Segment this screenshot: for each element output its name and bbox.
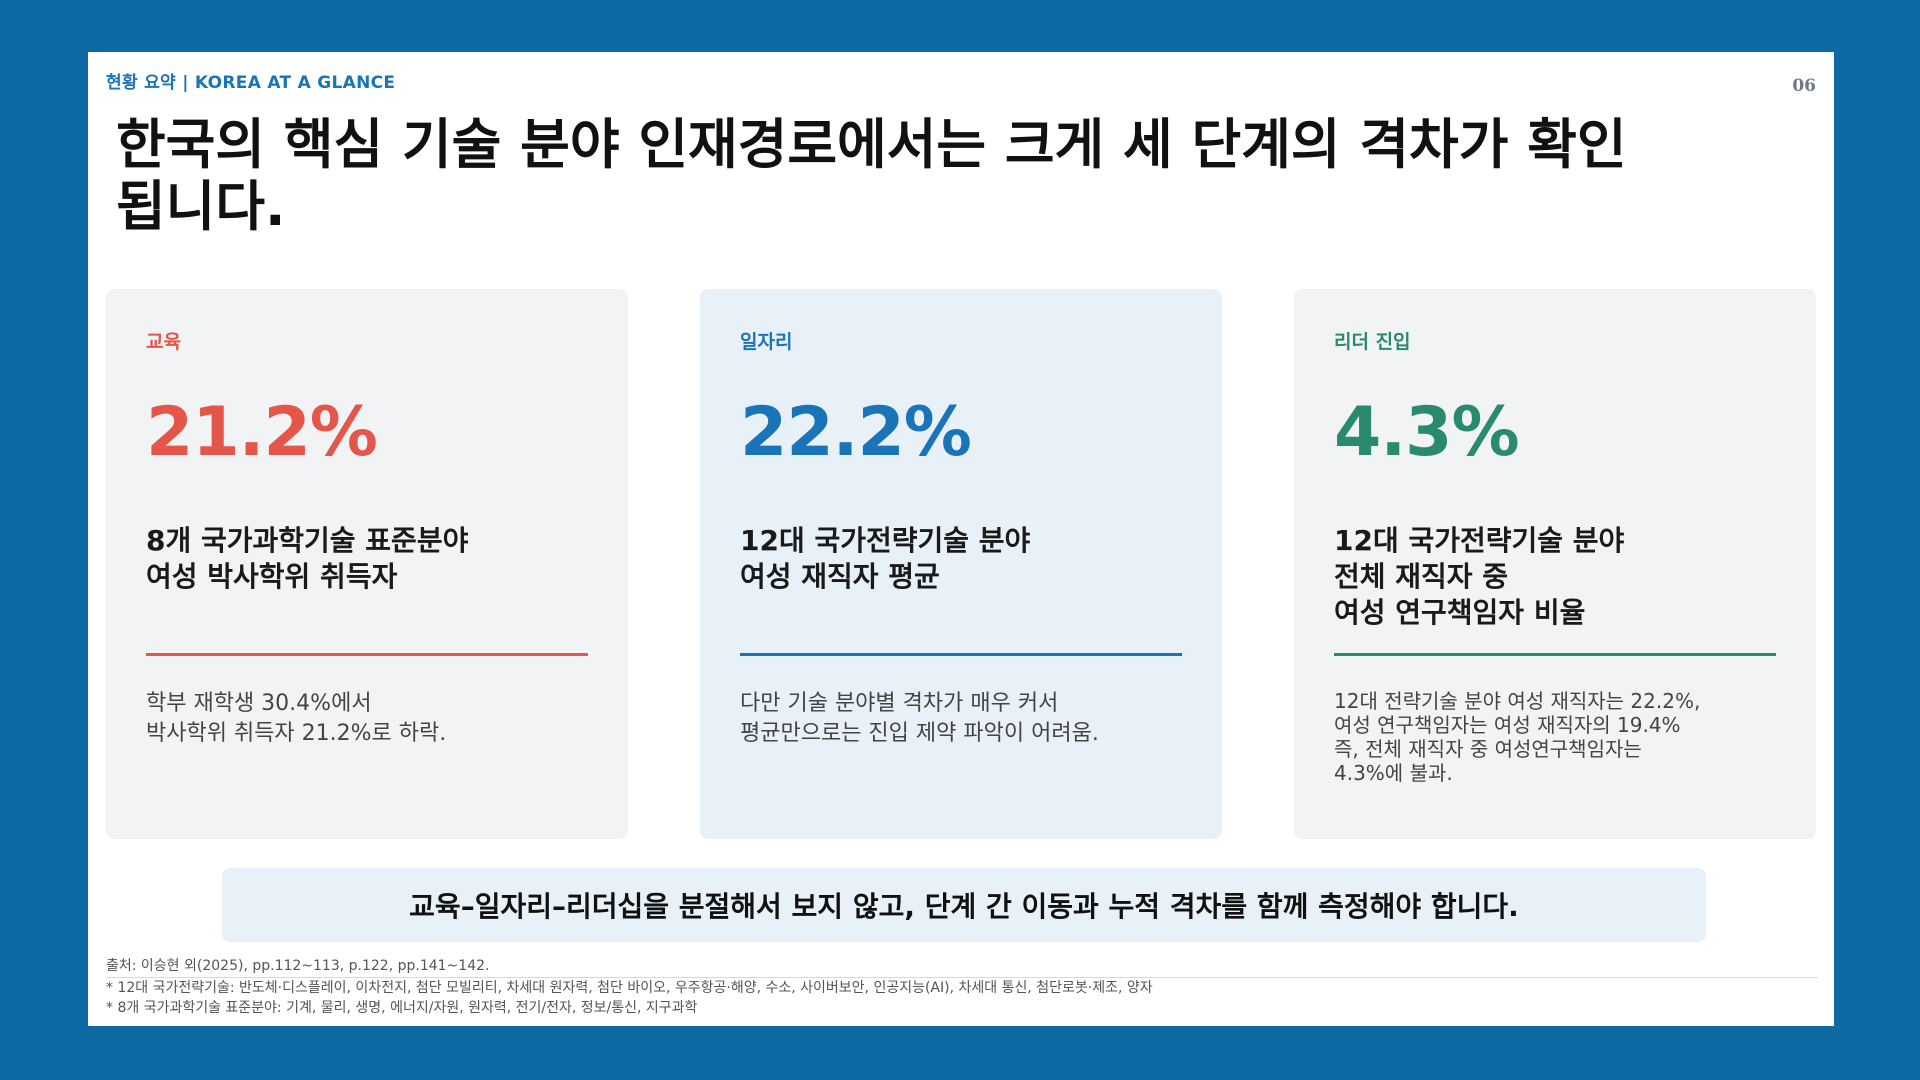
card-description: 학부 재학생 30.4%에서 박사학위 취득자 21.2%로 하락. — [146, 691, 447, 746]
footer-notes: 출처: 이승현 외(2025), pp.112~113, p.122, pp.1… — [106, 956, 1818, 1018]
card-headline: 12대 국가전략기술 분야 전체 재직자 중 여성 연구책임자 비율 — [1334, 524, 1625, 629]
stat-card-jobs: 일자리 22.2% 12대 국가전략기술 분야 여성 재직자 평균 다만 기술 … — [700, 289, 1222, 839]
card-value: 4.3% — [1334, 393, 1520, 472]
card-divider — [740, 653, 1182, 656]
section-kicker: 현황 요약 | KOREA AT A GLANCE — [106, 73, 396, 93]
footnote-strategic-tech: * 12대 국가전략기술: 반도체·디스플레이, 이차전지, 첨단 모빌리티, … — [106, 980, 1153, 996]
card-value: 21.2% — [146, 393, 378, 472]
card-description: 12대 전략기술 분야 여성 재직자는 22.2%, 여성 연구책임자는 여성 … — [1334, 689, 1701, 785]
slide: 현황 요약 | KOREA AT A GLANCE 06 한국의 핵심 기술 분… — [88, 52, 1834, 1026]
stat-card-leadership: 리더 진입 4.3% 12대 국가전략기술 분야 전체 재직자 중 여성 연구책… — [1294, 289, 1816, 839]
card-label: 일자리 — [740, 331, 793, 353]
key-message-banner: 교육–일자리–리더십을 분절해서 보지 않고, 단계 간 이동과 누적 격차를 … — [222, 868, 1706, 942]
card-headline: 8개 국가과학기술 표준분야 여성 박사학위 취득자 — [146, 524, 469, 593]
card-divider — [146, 653, 588, 656]
source-citation: 출처: 이승현 외(2025), pp.112~113, p.122, pp.1… — [106, 956, 1818, 978]
card-value: 22.2% — [740, 393, 972, 472]
footnote-science-fields: * 8개 국가과학기술 표준분야: 기계, 물리, 생명, 에너지/자원, 원자… — [106, 1000, 698, 1016]
card-headline: 12대 국가전략기술 분야 여성 재직자 평균 — [740, 524, 1031, 593]
slide-title: 한국의 핵심 기술 분야 인재경로에서는 크게 세 단계의 격차가 확인됩니다. — [116, 113, 1627, 238]
card-label: 리더 진입 — [1334, 331, 1411, 353]
card-divider — [1334, 653, 1776, 656]
page-number: 06 — [1792, 76, 1816, 96]
card-description: 다만 기술 분야별 격차가 매우 커서 평균만으로는 진입 제약 파악이 어려움… — [740, 691, 1099, 746]
stat-card-education: 교육 21.2% 8개 국가과학기술 표준분야 여성 박사학위 취득자 학부 재… — [106, 289, 628, 839]
card-label: 교육 — [146, 331, 181, 353]
